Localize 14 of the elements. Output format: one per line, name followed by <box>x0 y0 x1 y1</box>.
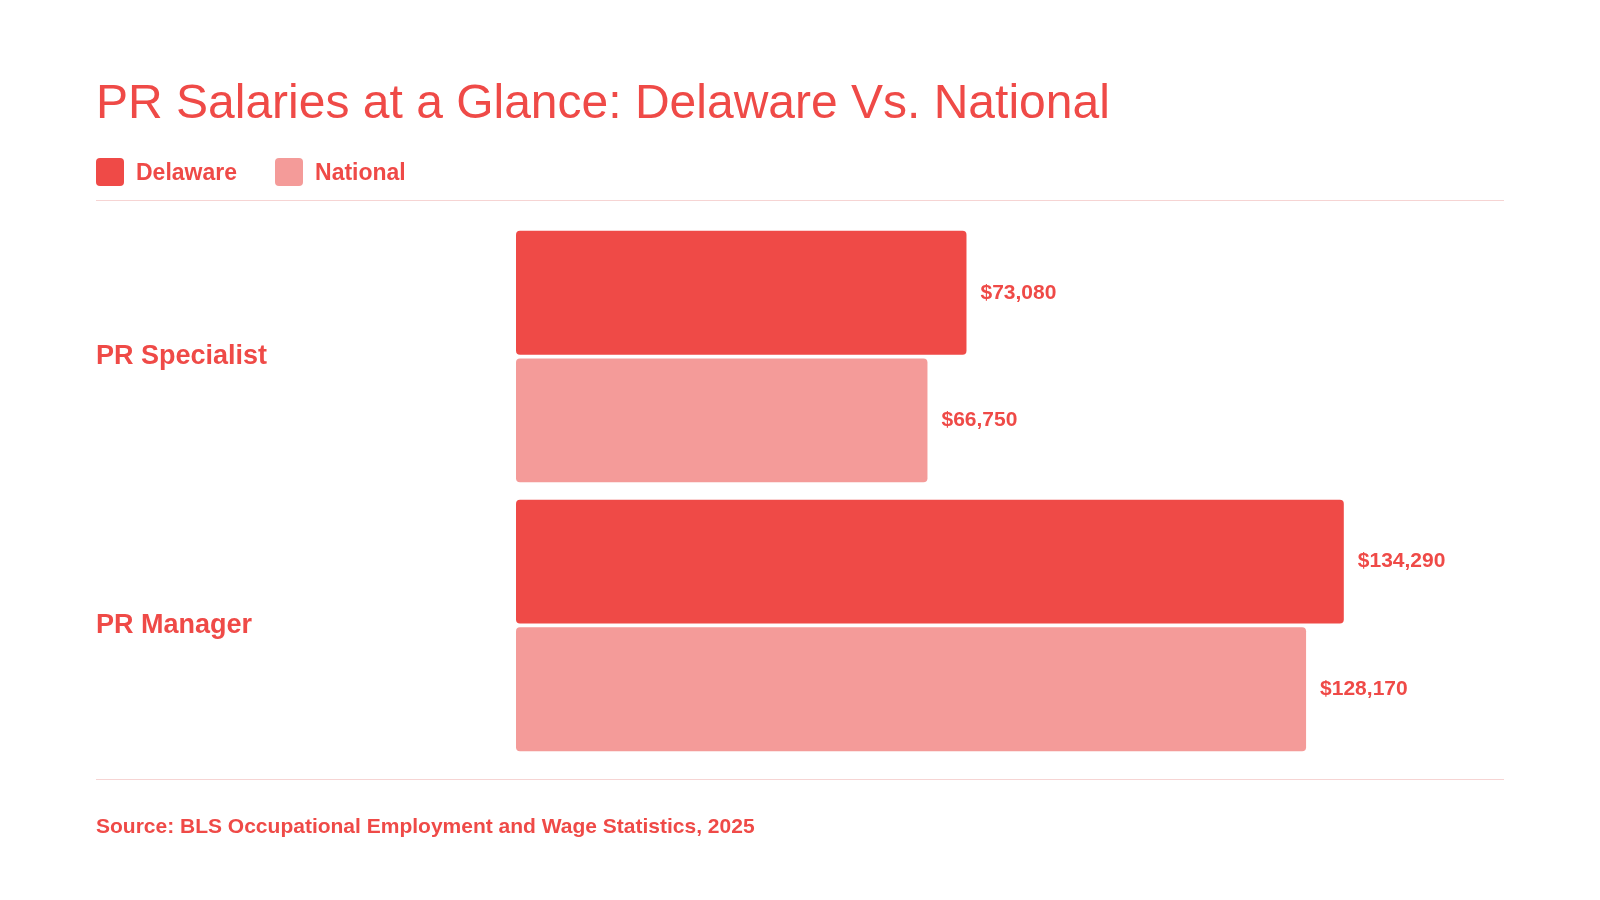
source-note: Source: BLS Occupational Employment and Wage Statistics, 2025 <box>96 814 755 838</box>
data-label: $73,080 <box>980 279 1057 303</box>
y-tick-label: PR Manager <box>96 608 253 639</box>
data-label: $134,290 <box>1357 548 1446 572</box>
bar <box>516 499 1344 624</box>
data-label: $128,170 <box>1320 676 1408 700</box>
data-label: $66,750 <box>941 407 1018 431</box>
bar <box>516 358 928 483</box>
bar <box>516 627 1307 752</box>
legend-label: Delaware <box>136 158 238 186</box>
bar <box>516 230 967 355</box>
chart-title: PR Salaries at a Glance: Delaware Vs. National <box>96 74 1110 129</box>
y-tick-label: PR Specialist <box>96 340 268 371</box>
legend-label: National <box>315 158 406 186</box>
